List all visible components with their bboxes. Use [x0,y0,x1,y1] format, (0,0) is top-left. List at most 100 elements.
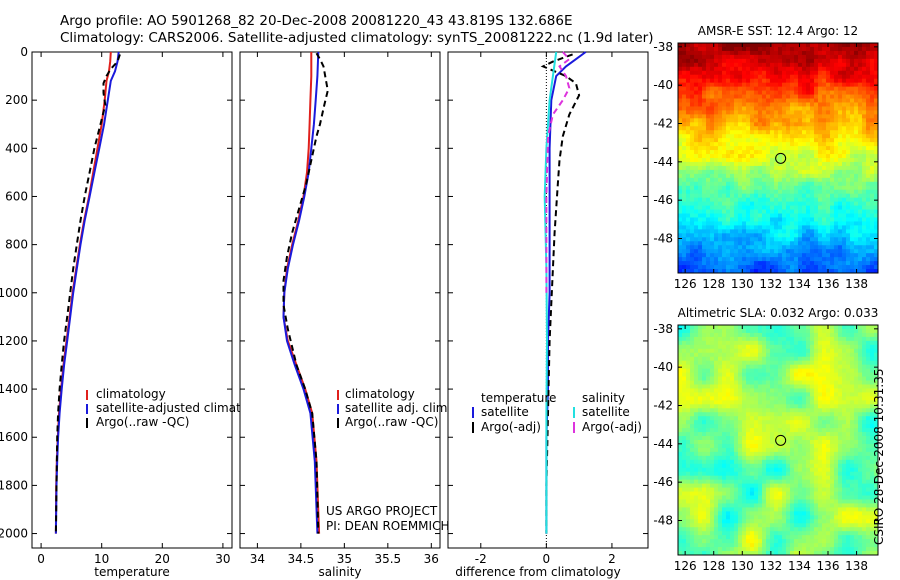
heatmap-cell [834,253,839,258]
heatmap-cell [830,209,835,214]
heatmap-cell [738,364,743,370]
heatmap-cell [786,245,791,250]
heatmap-cell [774,459,779,465]
heatmap-cell [690,265,695,270]
heatmap-cell [750,436,755,441]
heatmap-cell [834,269,839,274]
heatmap-cell [862,62,867,68]
heatmap-cell [738,189,743,195]
heatmap-cell [870,193,875,199]
heatmap-cell [726,360,731,366]
heatmap-cell [846,189,851,195]
heatmap-cell [726,201,731,206]
heatmap-cell [730,106,735,111]
heatmap-cell [790,161,795,167]
heatmap-cell [694,455,699,461]
heatmap-cell [814,471,819,477]
heatmap-cell [802,352,807,358]
heatmap-cell [722,384,727,389]
heatmap-cell [818,380,823,385]
heatmap-cell [814,233,819,238]
heatmap-cell [862,138,867,143]
heatmap-cell [814,392,819,397]
heatmap-cell [694,126,699,131]
heatmap-cell [738,90,743,95]
heatmap-cell [834,70,839,76]
heatmap-cell [730,154,735,159]
heatmap-cell [846,118,851,123]
heatmap-cell [738,150,743,155]
heatmap-cell [830,443,835,449]
heatmap-cell [778,94,783,99]
heatmap-cell [846,245,851,250]
heatmap-cell [770,62,775,68]
heatmap-cell [810,217,815,222]
heatmap-cell [702,436,707,441]
heatmap-cell [842,245,847,250]
heatmap-cell [834,138,839,143]
heatmap-cell [838,352,843,358]
heatmap-cell [774,253,779,258]
heatmap-cell [858,118,863,123]
heatmap-cell [790,368,795,373]
heatmap-cell [814,332,819,338]
heatmap-cell [718,416,723,421]
heatmap-cell [830,233,835,238]
heatmap-cell [754,173,759,179]
heatmap-cell [798,233,803,238]
salinity-frame [239,51,441,549]
heatmap-cell [854,404,859,409]
heatmap-cell [854,74,859,80]
heatmap-cell [826,447,831,453]
heatmap-cell [762,50,767,56]
heatmap-cell [718,443,723,449]
legend-entry: Argo(..raw -QC) [345,415,438,429]
heatmap-cell [858,50,863,56]
heatmap-cell [710,165,715,171]
heatmap-cell [802,161,807,167]
heatmap-cell [814,189,819,195]
temperature-xlabel: temperature [94,565,169,579]
heatmap-cell [838,225,843,230]
heatmap-cell [706,412,711,417]
heatmap-cell [762,54,767,60]
heatmap-cell [850,455,855,461]
heatmap-cell [686,134,691,139]
heatmap-cell [774,420,779,425]
heatmap-cell [842,396,847,401]
heatmap-cell [706,249,711,254]
heatmap-cell [790,408,795,413]
heatmap-cell [742,325,747,330]
heatmap-cell [814,43,819,48]
heatmap-cell [742,114,747,119]
heatmap-cell [866,467,871,473]
y-tick-label: 600 [5,189,28,203]
heatmap-cell [702,110,707,115]
heatmap-cell [806,428,811,433]
heatmap-cell [862,142,867,147]
heatmap-cell [678,436,683,441]
heatmap-cell [714,122,719,127]
heatmap-cell [754,70,759,76]
heatmap-cell [758,360,763,366]
heatmap-cell [678,142,683,147]
heatmap-cell [758,451,763,457]
heatmap-cell [794,348,799,354]
heatmap-cell [786,455,791,461]
heatmap-cell [762,165,767,171]
heatmap-cell [738,455,743,461]
heatmap-cell [806,471,811,477]
heatmap-cell [698,455,703,461]
heatmap-cell [802,388,807,393]
heatmap-cell [794,177,799,183]
heatmap-cell [762,412,767,417]
heatmap-cell [838,424,843,429]
heatmap-cell [866,58,871,64]
heatmap-cell [814,455,819,461]
heatmap-cell [714,94,719,99]
heatmap-cell [782,440,787,445]
heatmap-cell [818,197,823,203]
heatmap-cell [866,428,871,433]
heatmap-cell [834,197,839,203]
heatmap-cell [826,440,831,445]
